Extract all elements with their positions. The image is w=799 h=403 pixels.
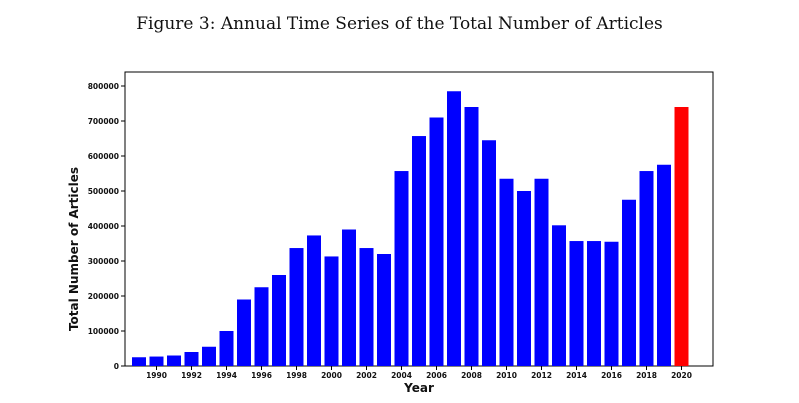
- bar-1992: [184, 352, 199, 366]
- bar-2004: [394, 171, 409, 366]
- figure-title: Figure 3: Annual Time Series of the Tota…: [136, 14, 663, 34]
- x-axis: 1990 1992 1994 1996 1998 2000 2002 2004 2006 2008…: [146, 366, 692, 380]
- y-tick-label: 500000: [88, 187, 119, 196]
- x-tick-label: 2010: [496, 371, 517, 380]
- bar-2018: [639, 171, 654, 366]
- bar-2013: [552, 225, 566, 366]
- bar-2011: [517, 191, 531, 366]
- x-tick-label: 2002: [356, 371, 377, 380]
- bar-2010: [499, 178, 514, 366]
- x-tick-label: 2014: [566, 371, 587, 380]
- y-tick-label: 300000: [88, 257, 119, 266]
- bar-2006: [429, 117, 444, 366]
- x-tick-label: 1998: [286, 371, 307, 380]
- y-tick-label: 200000: [88, 292, 119, 301]
- bar-1996: [254, 287, 269, 366]
- x-tick-label: 2012: [531, 371, 552, 380]
- bar-2017: [622, 199, 636, 366]
- bar-2005: [412, 136, 426, 366]
- bar-1995: [237, 299, 251, 366]
- y-tick-label: 700000: [88, 117, 119, 126]
- y-tick-label: 100000: [88, 327, 119, 336]
- y-axis: 0 100000 200000 300000 400000 500000 600000 700…: [88, 82, 125, 371]
- bar-1990: [149, 356, 164, 366]
- x-tick-label: 1990: [146, 371, 167, 380]
- bar-2000: [324, 256, 339, 366]
- x-tick-label: 2008: [461, 371, 482, 380]
- bar-1991: [167, 355, 181, 366]
- bar-1999: [307, 235, 321, 366]
- bar-1997: [272, 275, 286, 366]
- x-tick-label: 2020: [671, 371, 692, 380]
- x-tick-label: 2016: [601, 371, 622, 380]
- x-tick-label: 1994: [216, 371, 237, 380]
- x-tick-label: 1996: [251, 371, 272, 380]
- bar-2007: [447, 91, 461, 366]
- x-tick-label: 2004: [391, 371, 412, 380]
- y-tick-label: 800000: [88, 82, 119, 91]
- bar-2008: [464, 107, 479, 366]
- bar-2009: [482, 140, 496, 366]
- y-tick-label: 400000: [88, 222, 119, 231]
- x-tick-label: 2018: [636, 371, 657, 380]
- bar-2012: [534, 178, 549, 366]
- y-axis-label: Total Number of Articles: [67, 167, 81, 331]
- bar-2001: [342, 229, 356, 366]
- bar-2016: [604, 241, 619, 366]
- x-tick-label: 2006: [426, 371, 447, 380]
- bar-1989: [132, 357, 146, 366]
- y-tick-label: 0: [114, 362, 119, 371]
- x-tick-label: 1992: [181, 371, 202, 380]
- x-tick-label: 2000: [321, 371, 342, 380]
- bar-2002: [359, 248, 374, 366]
- bar-1994: [219, 331, 234, 366]
- bar-2014: [569, 241, 584, 366]
- bar-2020: [674, 107, 689, 366]
- y-tick-label: 600000: [88, 152, 119, 161]
- bar-2019: [657, 164, 671, 366]
- bar-2003: [377, 254, 391, 366]
- bar-1993: [202, 346, 216, 366]
- bar-1998: [289, 248, 304, 366]
- bar-2015: [587, 241, 601, 366]
- bars-group: [132, 91, 689, 366]
- x-axis-label: Year: [403, 381, 434, 395]
